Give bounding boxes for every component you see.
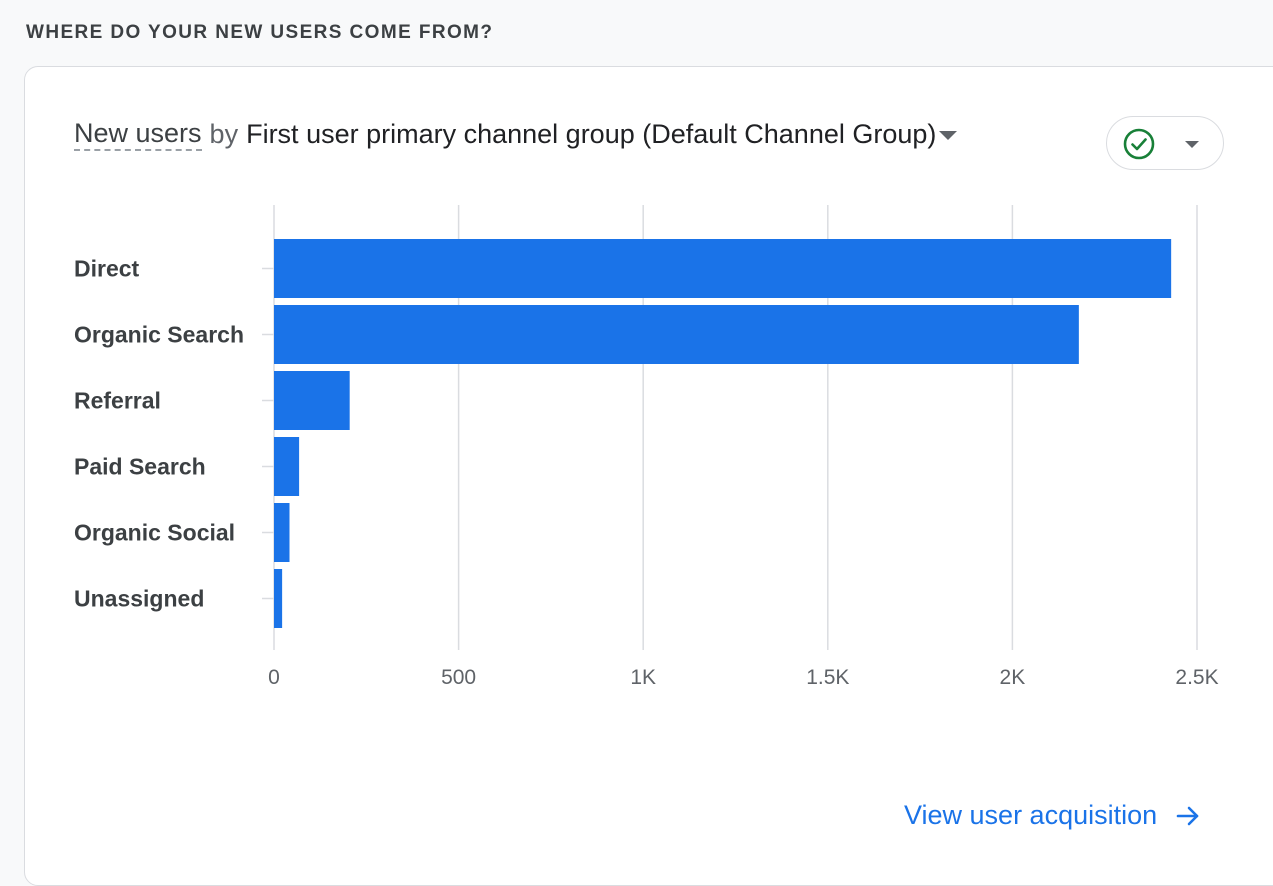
bar[interactable]: [274, 239, 1172, 298]
category-label: Paid Search: [74, 454, 206, 480]
card-title: New users by First user primary channel …: [74, 118, 958, 151]
view-user-acquisition-link[interactable]: View user acquisition: [904, 800, 1201, 831]
x-tick-label: 0: [268, 666, 280, 689]
category-label: Organic Social: [74, 520, 235, 546]
arrow-right-icon: [1175, 803, 1201, 829]
section-heading: WHERE DO YOUR NEW USERS COME FROM?: [26, 22, 494, 43]
bar[interactable]: [274, 437, 300, 496]
chevron-down-icon: [1185, 141, 1199, 148]
bar[interactable]: [274, 569, 283, 628]
view-user-acquisition-label: View user acquisition: [904, 800, 1158, 830]
bar[interactable]: [274, 503, 290, 562]
dimension-selector[interactable]: First user primary channel group (Defaul…: [246, 119, 937, 149]
bar[interactable]: [274, 371, 350, 430]
check-circle-icon: [1123, 128, 1155, 165]
metric-label[interactable]: New users: [74, 118, 202, 151]
x-tick-label: 500: [441, 666, 476, 689]
by-label: by: [209, 119, 239, 149]
x-tick-label: 2.5K: [1175, 666, 1218, 689]
comparison-status-button[interactable]: [1106, 116, 1224, 170]
category-label: Direct: [74, 256, 140, 282]
category-label: Unassigned: [74, 586, 204, 612]
caret-down-icon[interactable]: [939, 131, 958, 140]
x-tick-label: 1K: [630, 666, 656, 689]
category-label: Organic Search: [74, 322, 244, 348]
category-label: Referral: [74, 388, 161, 414]
bar[interactable]: [274, 305, 1079, 364]
channel-bar-chart: 0 500 1K 1.5K 2K 2.5K Direct Organic Search Refe…: [74, 205, 1219, 689]
x-tick-label: 1.5K: [806, 666, 849, 689]
x-tick-label: 2K: [1000, 666, 1026, 689]
